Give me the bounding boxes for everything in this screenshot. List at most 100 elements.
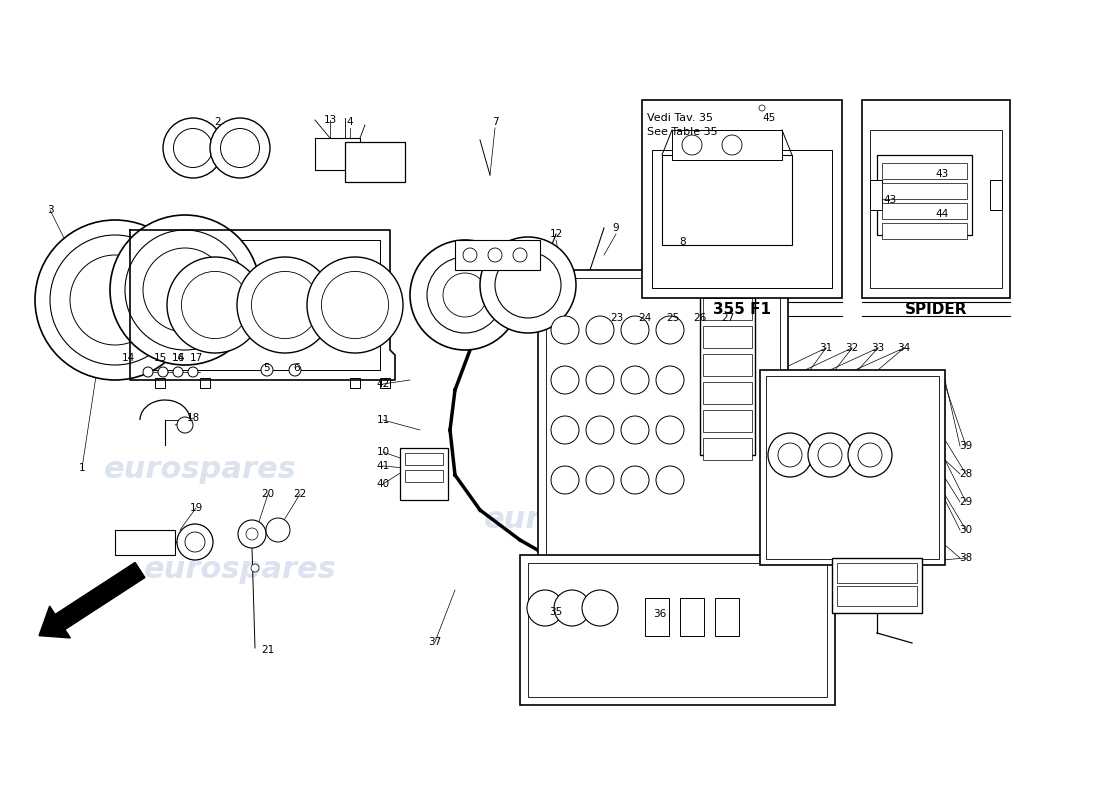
Circle shape [656, 466, 684, 494]
Bar [116, 530, 175, 555]
Circle shape [185, 532, 205, 552]
Text: 6: 6 [294, 363, 300, 373]
Bar [703, 354, 752, 376]
Circle shape [621, 316, 649, 344]
Text: 8: 8 [680, 237, 686, 247]
Bar [200, 378, 210, 388]
Bar [990, 180, 1002, 210]
Circle shape [125, 230, 245, 350]
Circle shape [586, 366, 614, 394]
Text: Vedi Tav. 35: Vedi Tav. 35 [647, 113, 713, 123]
Bar [520, 555, 835, 705]
Text: 12: 12 [549, 229, 562, 239]
Text: 19: 19 [189, 503, 202, 513]
Text: 43: 43 [935, 169, 948, 179]
Circle shape [551, 416, 579, 444]
Circle shape [480, 237, 576, 333]
Bar [715, 598, 739, 636]
Text: 40: 40 [376, 479, 389, 489]
Bar [882, 163, 967, 179]
Text: 22: 22 [294, 489, 307, 499]
Text: 35: 35 [549, 607, 562, 617]
Circle shape [173, 367, 183, 377]
Text: 355 F1: 355 F1 [713, 302, 771, 318]
Text: SPIDER: SPIDER [904, 302, 967, 318]
Circle shape [236, 257, 333, 353]
Circle shape [177, 524, 213, 560]
Text: 4: 4 [346, 117, 353, 127]
Text: 33: 33 [871, 343, 884, 353]
Circle shape [527, 590, 563, 626]
Circle shape [252, 271, 319, 338]
Circle shape [582, 590, 618, 626]
Text: 25: 25 [667, 313, 680, 323]
Circle shape [621, 466, 649, 494]
Bar [703, 382, 752, 404]
Bar [538, 270, 788, 565]
Circle shape [143, 367, 153, 377]
Text: 11: 11 [376, 415, 389, 425]
Circle shape [495, 252, 561, 318]
Text: 37: 37 [428, 637, 441, 647]
Bar [882, 183, 967, 199]
Text: 39: 39 [959, 441, 972, 451]
Circle shape [321, 271, 388, 338]
Text: 1: 1 [79, 463, 86, 473]
Circle shape [251, 564, 258, 572]
Text: 30: 30 [959, 525, 972, 535]
Bar [546, 278, 780, 557]
Circle shape [621, 416, 649, 444]
Bar [837, 586, 917, 606]
Text: 43: 43 [883, 195, 896, 205]
Text: 18: 18 [186, 413, 199, 423]
Bar [140, 240, 379, 370]
Circle shape [778, 443, 802, 467]
Circle shape [177, 417, 192, 433]
Text: 41: 41 [376, 461, 389, 471]
FancyArrow shape [39, 562, 145, 638]
Text: 15: 15 [153, 353, 166, 363]
Circle shape [621, 366, 649, 394]
Bar [672, 248, 694, 276]
Circle shape [722, 135, 742, 155]
Text: 23: 23 [610, 313, 624, 323]
Bar [862, 100, 1010, 298]
Bar [400, 448, 448, 500]
Bar [703, 410, 752, 432]
Text: 32: 32 [846, 343, 859, 353]
Circle shape [808, 433, 852, 477]
Text: eurospares: eurospares [484, 506, 676, 534]
Bar [345, 142, 405, 182]
Circle shape [220, 129, 260, 167]
Bar [680, 598, 704, 636]
Bar [700, 290, 755, 455]
Circle shape [289, 364, 301, 376]
Bar [405, 453, 443, 465]
Circle shape [858, 443, 882, 467]
Bar [832, 558, 922, 613]
Text: 3: 3 [46, 205, 53, 215]
Bar [315, 138, 360, 170]
Bar [645, 598, 669, 636]
Circle shape [188, 367, 198, 377]
Text: 2: 2 [214, 117, 221, 127]
Circle shape [427, 257, 503, 333]
Circle shape [768, 433, 812, 477]
Text: eurospares: eurospares [144, 555, 337, 585]
Bar [405, 470, 443, 482]
Bar [760, 370, 945, 565]
Circle shape [174, 129, 212, 167]
Text: 14: 14 [172, 353, 185, 363]
Bar [882, 203, 967, 219]
Circle shape [656, 316, 684, 344]
Text: 38: 38 [959, 553, 972, 563]
Text: 14: 14 [121, 353, 134, 363]
Circle shape [246, 528, 258, 540]
Bar [870, 130, 1002, 288]
Text: 17: 17 [189, 353, 202, 363]
Text: 20: 20 [262, 489, 275, 499]
Circle shape [266, 518, 290, 542]
Bar [870, 180, 882, 210]
Bar [672, 130, 782, 160]
Text: 36: 36 [653, 609, 667, 619]
